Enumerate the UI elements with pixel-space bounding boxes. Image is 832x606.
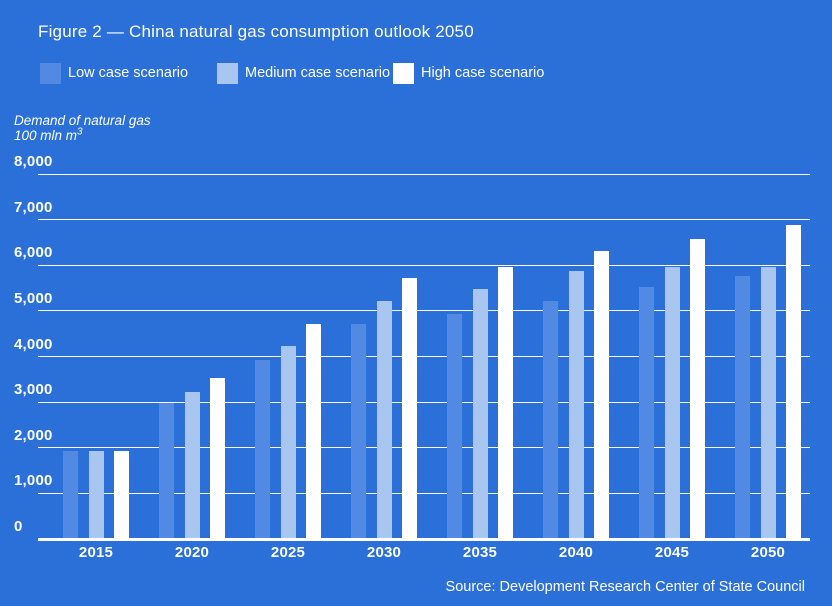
y-tick-label: 6,000 <box>14 244 53 262</box>
y-axis-unit-line1: Demand of natural gas <box>14 113 151 128</box>
legend-item-high: High case scenario <box>393 62 544 84</box>
x-tick-label-2015: 2015 <box>78 544 114 561</box>
legend-label-medium: Medium case scenario <box>245 65 391 81</box>
y-axis-unit-line2: 100 mln m <box>14 128 78 143</box>
legend-label-high: High case scenario <box>421 65 545 81</box>
y-tick-label: 0 <box>14 518 23 535</box>
legend-swatch-low <box>40 62 61 84</box>
x-tick-label-2040: 2040 <box>558 544 594 561</box>
bar-2050-low <box>735 275 750 538</box>
legend-swatch-high <box>393 62 414 84</box>
bar-2045-medium <box>664 266 680 538</box>
legend-label-low: Low case scenario <box>68 65 189 81</box>
gridline-6000 <box>38 264 810 266</box>
y-tick-label: 2,000 <box>14 426 53 444</box>
x-tick-label-2050: 2050 <box>750 544 786 561</box>
bar-2045-high <box>690 239 705 538</box>
legend-item-low: Low case scenario <box>40 62 188 84</box>
bar-2020-medium <box>184 392 200 538</box>
bar-2040-medium <box>568 271 584 538</box>
bar-2025-high <box>306 323 321 538</box>
y-tick-label: 4,000 <box>14 335 53 353</box>
x-tick-label-2045: 2045 <box>654 544 690 561</box>
x-tick-label-2025: 2025 <box>270 544 306 561</box>
bar-2025-medium <box>280 346 296 538</box>
chart-title: Figure 2 — China natural gas consumption… <box>38 22 474 41</box>
bar-2030-high <box>402 277 417 538</box>
x-tick-label-2035: 2035 <box>462 544 498 561</box>
gridline-2000 <box>38 447 810 449</box>
x-tick-label-2020: 2020 <box>174 544 210 561</box>
bar-2045-low <box>639 287 654 538</box>
bar-2030-medium <box>376 300 392 538</box>
gridline-4000 <box>38 356 810 357</box>
bar-2050-medium <box>760 266 776 538</box>
bar-2015-high <box>114 451 129 538</box>
y-tick-label: 5,000 <box>14 289 53 307</box>
x-tick-label-2030: 2030 <box>366 544 402 561</box>
y-tick-label: 1,000 <box>14 472 53 490</box>
source-caption: Source: Development Research Center of S… <box>445 579 805 595</box>
bar-2035-high <box>498 266 513 538</box>
gridline-5000 <box>38 310 810 312</box>
gridline-1000 <box>38 492 810 494</box>
gridline-8000 <box>38 173 810 175</box>
bar-2035-medium <box>472 289 488 538</box>
bar-2040-low <box>543 300 558 538</box>
bar-2015-low <box>63 451 78 538</box>
bar-2020-high <box>210 378 225 538</box>
bar-2030-low <box>351 323 366 538</box>
y-tick-label: 8,000 <box>14 153 53 170</box>
legend: Low case scenario Medium case scenario H… <box>0 62 832 86</box>
y-axis-unit-superscript: 3 <box>77 126 83 138</box>
legend-item-medium: Medium case scenario <box>217 62 390 84</box>
gridline-7000 <box>38 219 810 221</box>
gridline-3000 <box>38 401 810 403</box>
y-tick-label: 7,000 <box>14 198 53 216</box>
bar-2050-high <box>786 225 801 538</box>
y-tick-label: 3,000 <box>14 381 53 399</box>
bar-2015-medium <box>88 451 104 538</box>
y-axis-unit-label: Demand of natural gas 100 mln m3 <box>14 113 151 143</box>
bar-2035-low <box>447 314 462 538</box>
bar-2020-low <box>159 403 174 538</box>
bar-2025-low <box>255 360 270 538</box>
x-axis-line <box>38 538 810 541</box>
legend-swatch-medium <box>217 62 238 84</box>
bar-2040-high <box>594 250 609 538</box>
